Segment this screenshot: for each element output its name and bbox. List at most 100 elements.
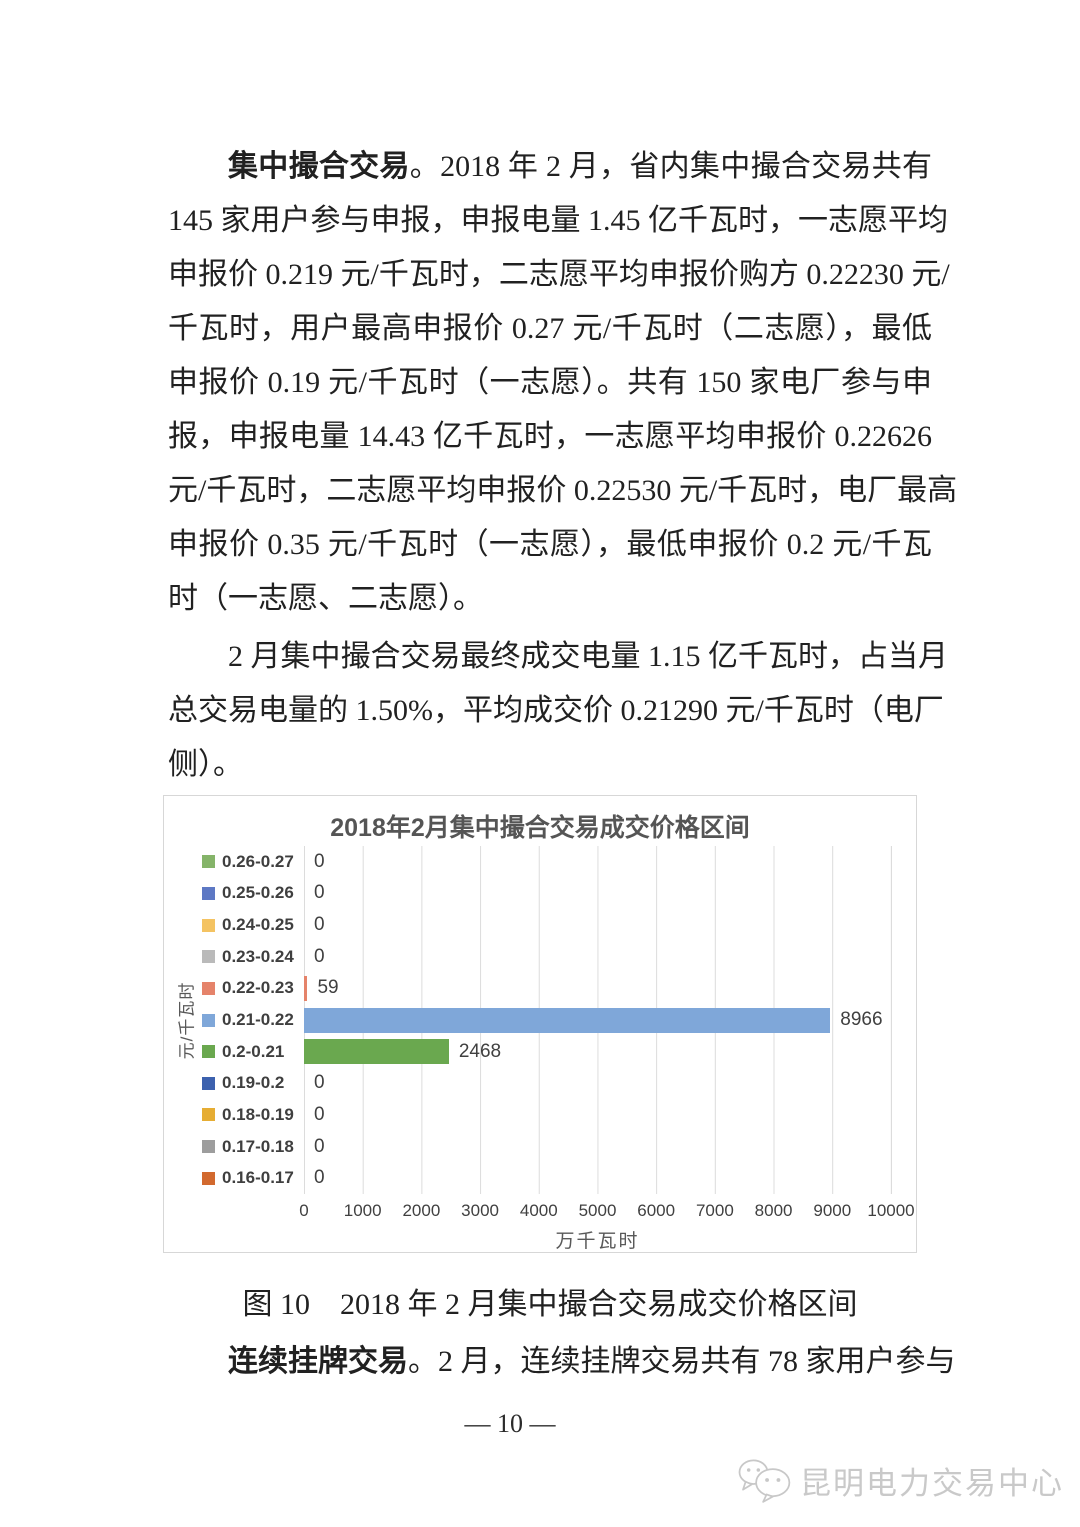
x-tick-label: 3000: [461, 1201, 500, 1220]
legend-swatch-icon: [202, 1013, 215, 1027]
watermark-text: 昆明电力交易中心: [800, 1465, 1064, 1501]
bar-value-label: 0: [314, 1135, 325, 1157]
legend-swatch-icon: [202, 1171, 215, 1185]
category-label: 0.21-0.22: [222, 1010, 294, 1030]
text-line: 时（一志愿、二志愿）。: [168, 582, 483, 615]
category-label: 0.24-0.25: [222, 915, 294, 935]
bar-row: 8966: [304, 1004, 891, 1036]
bar: [304, 1007, 831, 1033]
category-label: 0.18-0.19: [222, 1104, 294, 1124]
legend-swatch-icon: [202, 918, 215, 932]
category-row: 0.23-0.24: [202, 941, 304, 973]
paragraph-final-volume: 2 月集中撮合交易最终成交电量 1.15 亿千瓦时，占当月总交易电量的 1.50…: [168, 630, 948, 792]
text-line: 连续挂牌交易。2 月，连续挂牌交易共有 78 家用户参与: [228, 1345, 956, 1378]
category-label: 0.19-0.2: [222, 1073, 285, 1093]
category-row: 0.25-0.26: [202, 878, 304, 910]
x-tick-label: 9000: [813, 1201, 852, 1220]
text-line: 2 月集中撮合交易最终成交电量 1.15 亿千瓦时，占当月: [228, 640, 948, 673]
bar-value-label: 0: [314, 882, 325, 904]
bar-row: 59: [304, 973, 891, 1005]
category-row: 0.2-0.21: [202, 1036, 304, 1068]
bar-row: 0: [304, 846, 891, 878]
bar-value-label: 0: [314, 1167, 325, 1189]
text-line: 145 家用户参与申报，申报电量 1.45 亿千瓦时，一志愿平均: [168, 204, 948, 237]
x-tick-label: 4000: [519, 1201, 558, 1220]
price-range-bar-chart: 2018年2月集中撮合交易成交价格区间 元/千瓦时 0.26-0.27 0.25-…: [163, 795, 917, 1253]
bar-value-label: 0: [314, 914, 325, 936]
bar-row: 0: [304, 1162, 891, 1194]
legend-swatch-icon: [202, 855, 215, 869]
legend-swatch-icon: [202, 1140, 215, 1154]
text-line: 总交易电量的 1.50%，平均成交价 0.21290 元/千瓦时（电厂: [168, 694, 944, 727]
text-line: 报，申报电量 14.43 亿千瓦时，一志愿平均申报价 0.22626: [168, 420, 932, 453]
bar: [304, 975, 308, 1001]
bar-value-label: 0: [314, 1103, 325, 1125]
text-line: 侧）。: [168, 748, 243, 781]
chart-x-axis-title: 万千瓦时: [555, 1231, 640, 1252]
page-number: — 10 —: [464, 1409, 556, 1438]
bar-row: 0: [304, 941, 891, 973]
category-row: 0.22-0.23: [202, 973, 304, 1005]
chart-plot-area: 0 0 0 0 59 8966 2468 0 0 0 0: [304, 846, 892, 1194]
bar-row: 0: [304, 909, 891, 941]
category-label: 0.23-0.24: [222, 946, 294, 966]
x-tick-label: 0: [299, 1201, 309, 1220]
paragraph-continuous-listing: 连续挂牌交易。2 月，连续挂牌交易共有 78 家用户参与: [168, 1335, 956, 1389]
bar-row: 0: [304, 1067, 891, 1099]
paragraph-centralized-matching: 集中撮合交易。2018 年 2 月，省内集中撮合交易共有 145 家用户参与申报，…: [168, 140, 958, 626]
text-line: 申报价 0.19 元/千瓦时（一志愿）。共有 150 家电厂参与申: [168, 366, 932, 399]
text-line: 元/千瓦时，二志愿平均申报价 0.22530 元/千瓦时，电厂最高: [168, 474, 958, 507]
legend-swatch-icon: [202, 981, 215, 995]
legend-swatch-icon: [202, 1076, 215, 1090]
x-tick-label: 8000: [754, 1201, 793, 1220]
bar-row: 0: [304, 878, 891, 910]
legend-swatch-icon: [202, 950, 215, 964]
chart-x-axis-ticks: 0 1000 2000 3000 4000 5000 6000 7000 8000 9000 100…: [299, 1201, 914, 1223]
x-tick-label: 7000: [695, 1201, 734, 1220]
text-line: 集中撮合交易。2018 年 2 月，省内集中撮合交易共有: [228, 150, 933, 183]
text-line: 申报价 0.219 元/千瓦时，二志愿平均申报价购方 0.22230 元/: [168, 258, 950, 291]
bar-value-label: 0: [314, 945, 325, 967]
chart-title: 2018年2月集中撮合交易成交价格区间: [330, 814, 750, 842]
legend-swatch-icon: [202, 886, 215, 900]
category-row: 0.18-0.19: [202, 1099, 304, 1131]
x-tick-label: 6000: [637, 1201, 676, 1220]
chart-category-labels: 0.26-0.27 0.25-0.26 0.24-0.25 0.23-0.24 0.22…: [202, 846, 304, 1194]
text-line: 申报价 0.35 元/千瓦时（一志愿），最低申报价 0.2 元/千瓦: [168, 528, 932, 561]
x-tick-label: 10000: [867, 1201, 915, 1220]
legend-swatch-icon: [202, 1108, 215, 1122]
category-label: 0.25-0.26: [222, 883, 294, 903]
bar-row: 0: [304, 1099, 891, 1131]
bar-value-label: 2468: [458, 1040, 502, 1062]
category-label: 0.16-0.17: [222, 1168, 294, 1188]
bar-value-label: 0: [314, 850, 325, 872]
category-row: 0.16-0.17: [202, 1162, 304, 1194]
category-label: 0.22-0.23: [222, 978, 294, 998]
x-tick-label: 5000: [578, 1201, 617, 1220]
bar-value-label: 8966: [840, 1009, 883, 1031]
category-label: 0.17-0.18: [222, 1136, 294, 1156]
figure-caption-text: 2018 年 2 月集中撮合交易成交价格区间: [340, 1288, 858, 1321]
brand-watermark: 昆明电力交易中心: [736, 1448, 1064, 1512]
x-tick-label: 2000: [402, 1201, 441, 1220]
category-row: 0.19-0.2: [202, 1067, 304, 1099]
category-label: 0.2-0.21: [222, 1041, 285, 1061]
category-row: 0.24-0.25: [202, 909, 304, 941]
bar-value-label: 59: [317, 977, 339, 999]
legend-swatch-icon: [202, 1045, 215, 1059]
text-line: 千瓦时，用户最高申报价 0.27 元/千瓦时（二志愿），最低: [168, 312, 932, 345]
bar-value-label: 0: [314, 1072, 325, 1094]
wechat-logo-icon: [738, 1459, 791, 1503]
category-row: 0.21-0.22: [202, 1004, 304, 1036]
bar: [304, 1039, 449, 1065]
category-label: 0.26-0.27: [222, 851, 294, 871]
figure-label: 图 10: [242, 1288, 311, 1321]
bar-row: 0: [304, 1131, 891, 1163]
x-tick-label: 1000: [343, 1201, 382, 1220]
chart-y-axis-title: 元/千瓦时: [177, 981, 197, 1059]
category-row: 0.17-0.18: [202, 1131, 304, 1163]
bar-row: 2468: [304, 1036, 891, 1068]
category-row: 0.26-0.27: [202, 846, 304, 878]
figure-caption: 图 10 2018 年 2 月集中撮合交易成交价格区间: [168, 1283, 932, 1327]
